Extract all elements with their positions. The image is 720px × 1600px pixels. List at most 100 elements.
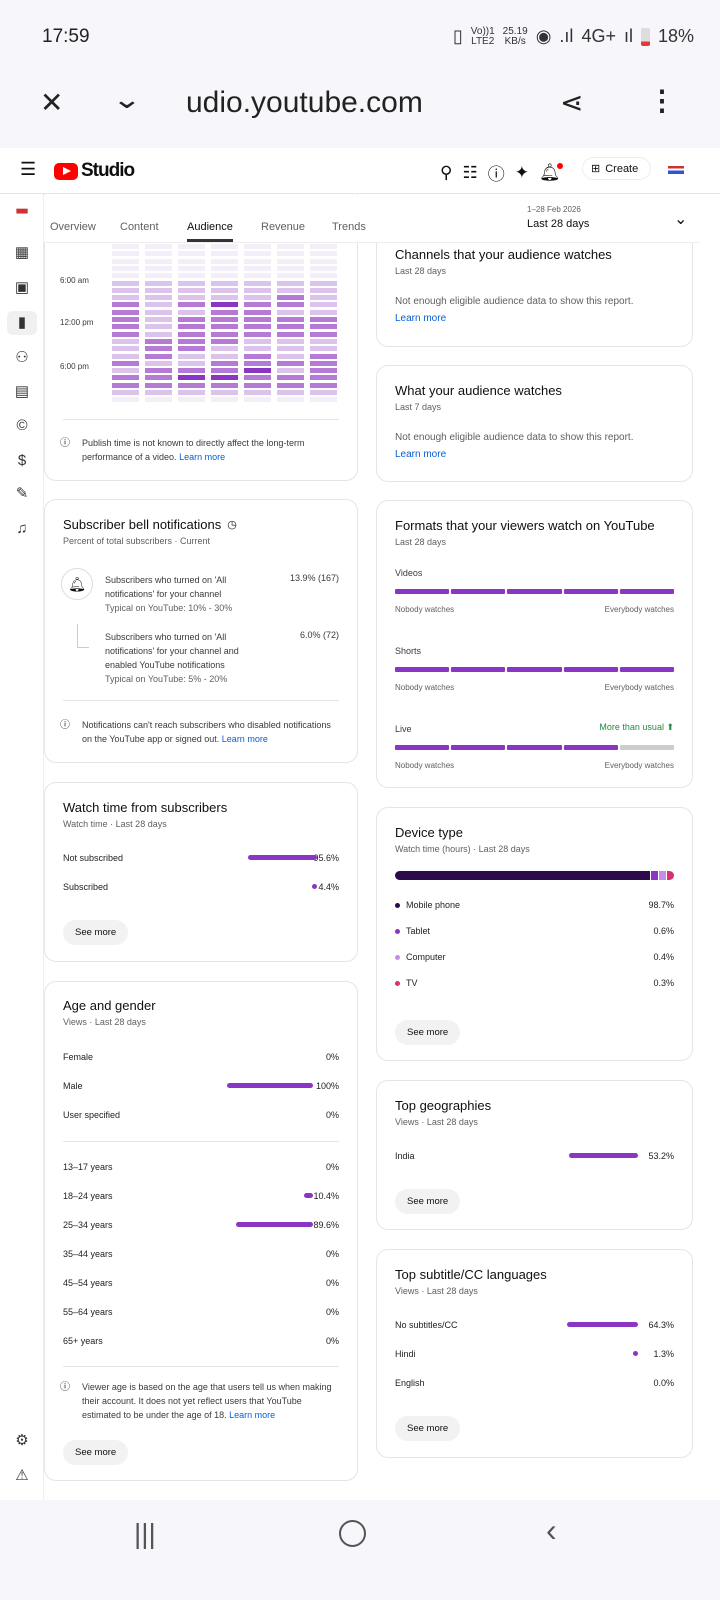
see-more-button[interactable]: See more — [395, 1416, 461, 1441]
card-subtitle: Percent of total subscribers · Current — [63, 536, 211, 546]
level-segment — [563, 745, 618, 750]
network-type: 4G+ — [581, 26, 616, 46]
sparkle-icon[interactable]: ✦ — [514, 162, 529, 182]
device-segment — [651, 871, 658, 880]
send-feedback-icon[interactable]: ⚠ — [15, 1467, 29, 1484]
device-row: Tablet 0.6% — [395, 926, 674, 940]
help-icon[interactable]: ⓘ — [487, 165, 505, 184]
close-icon[interactable]: ✕ — [40, 87, 64, 118]
copyright-icon[interactable]: © — [16, 417, 28, 434]
card-title: Device type — [395, 825, 463, 840]
heatmap-cell — [112, 353, 139, 359]
heatmap-cell — [112, 251, 139, 257]
heatmap-cell — [211, 302, 238, 308]
tab-overview[interactable]: Overview — [50, 221, 96, 233]
notifications-icon[interactable]: 🔔︎ — [538, 162, 563, 182]
subtitles-icon[interactable]: ▤ — [14, 383, 30, 400]
url-field[interactable]: udio.youtube.com — [186, 86, 423, 119]
analytics-icon[interactable]: ▮ — [7, 311, 37, 335]
row-label: Hindi — [395, 1349, 416, 1359]
heatmap-cell — [277, 273, 304, 279]
learn-more-link[interactable]: Learn more — [229, 1410, 276, 1420]
search-icon[interactable]: ⚲ — [440, 162, 453, 182]
more-icon[interactable]: ⋮ — [648, 85, 676, 116]
heatmap-cell — [145, 397, 172, 403]
heatmap-cell — [277, 265, 304, 271]
row-label: Female — [63, 1052, 94, 1062]
card-subtitle: Watch time · Last 28 days — [63, 819, 167, 829]
tab-audience[interactable]: Audience — [187, 221, 233, 233]
row-label: 18–24 years — [63, 1191, 113, 1201]
create-label: Create — [605, 162, 639, 175]
row-value: 89.6% — [313, 1220, 339, 1230]
row-value: 0% — [325, 1110, 339, 1120]
tab-content[interactable]: Content — [120, 221, 159, 233]
info-icon: ⓘ — [60, 720, 70, 731]
channel-avatar[interactable] — [668, 166, 684, 174]
chevron-down-icon[interactable]: ⌄ — [111, 84, 143, 114]
row-bar — [312, 884, 317, 889]
learn-more-link[interactable]: Learn more — [395, 313, 447, 324]
see-more-button[interactable]: See more — [395, 1020, 461, 1045]
share-icon[interactable]: ⋖ — [560, 87, 584, 118]
chevron-down-icon[interactable]: ⌄ — [674, 211, 688, 228]
device-segment — [395, 871, 650, 880]
see-more-button[interactable]: See more — [395, 1189, 461, 1214]
stat-row: 35–44 years 0% — [63, 1249, 339, 1263]
stat-row: 25–34 years 89.6% — [63, 1220, 339, 1234]
see-more-button[interactable]: See more — [63, 1440, 129, 1465]
content-icon[interactable]: ▣ — [14, 279, 30, 296]
create-button[interactable]: ⊞ Create — [582, 157, 652, 180]
feedback-icon[interactable]: ☷ — [462, 162, 478, 182]
row-bar — [235, 1222, 313, 1227]
heatmap-cell — [112, 360, 139, 366]
earn-icon[interactable]: $ — [17, 452, 27, 469]
legend-dot-icon — [395, 955, 400, 961]
scale-min: Nobody watches — [395, 683, 455, 692]
studio-logo[interactable]: Studio — [54, 160, 135, 182]
heatmap-cell — [211, 265, 238, 271]
learn-more-link[interactable]: Learn more — [221, 734, 268, 744]
settings-icon[interactable]: ⚙ — [15, 1432, 29, 1449]
customization-icon[interactable]: ✎ — [15, 485, 29, 502]
device-label: Mobile phone — [406, 900, 461, 910]
menu-icon[interactable]: ☰ — [20, 159, 37, 179]
row-bar — [633, 1351, 638, 1356]
home-icon[interactable] — [339, 1520, 366, 1547]
bell-note: Notifications can't reach subscribers wh… — [82, 720, 331, 744]
learn-more-link[interactable]: Learn more — [395, 449, 447, 460]
heatmap-cell — [244, 360, 271, 366]
recents-icon[interactable]: ||| — [134, 1518, 156, 1549]
no-data-text: Not enough eligible audience data to sho… — [395, 432, 634, 443]
level-segment — [563, 667, 618, 672]
row-label: English — [395, 1378, 425, 1388]
stat-row: 65+ years 0% — [63, 1336, 339, 1350]
date-range-picker[interactable]: 1–28 Feb 2026 Last 28 days — [527, 205, 589, 230]
legend-dot-icon — [395, 903, 400, 909]
heatmap-cell — [145, 317, 172, 322]
tab-trends[interactable]: Trends — [332, 221, 366, 233]
community-icon[interactable]: ⚇ — [15, 349, 29, 366]
heatmap-cell — [211, 324, 238, 330]
dashboard-icon[interactable]: ▦ — [14, 244, 30, 261]
device-row: TV 0.3% — [395, 978, 674, 992]
level-segment — [619, 745, 675, 750]
heatmap-cell — [178, 346, 205, 352]
heatmap-cell — [178, 251, 205, 257]
learn-more-link[interactable]: Learn more — [179, 452, 226, 462]
back-icon[interactable]: ‹ — [546, 1512, 557, 1548]
audio-library-icon[interactable]: ♫ — [16, 520, 28, 537]
stat-row: Hindi 1.3% — [395, 1349, 674, 1363]
device-row: Computer 0.4% — [395, 952, 674, 966]
heatmap-cell — [145, 258, 172, 264]
heatmap-cell — [211, 390, 238, 395]
heatmap-cell — [178, 302, 205, 308]
heatmap-cell — [277, 324, 304, 330]
see-more-button[interactable]: See more — [63, 920, 129, 945]
device-value: 0.6% — [653, 926, 674, 936]
battery-level: 18% — [657, 26, 694, 46]
tab-revenue[interactable]: Revenue — [261, 221, 306, 233]
channel-avatar-icon[interactable]: ▀▀ — [16, 209, 28, 218]
level-segment — [619, 667, 675, 672]
heatmap-cell — [211, 331, 238, 337]
